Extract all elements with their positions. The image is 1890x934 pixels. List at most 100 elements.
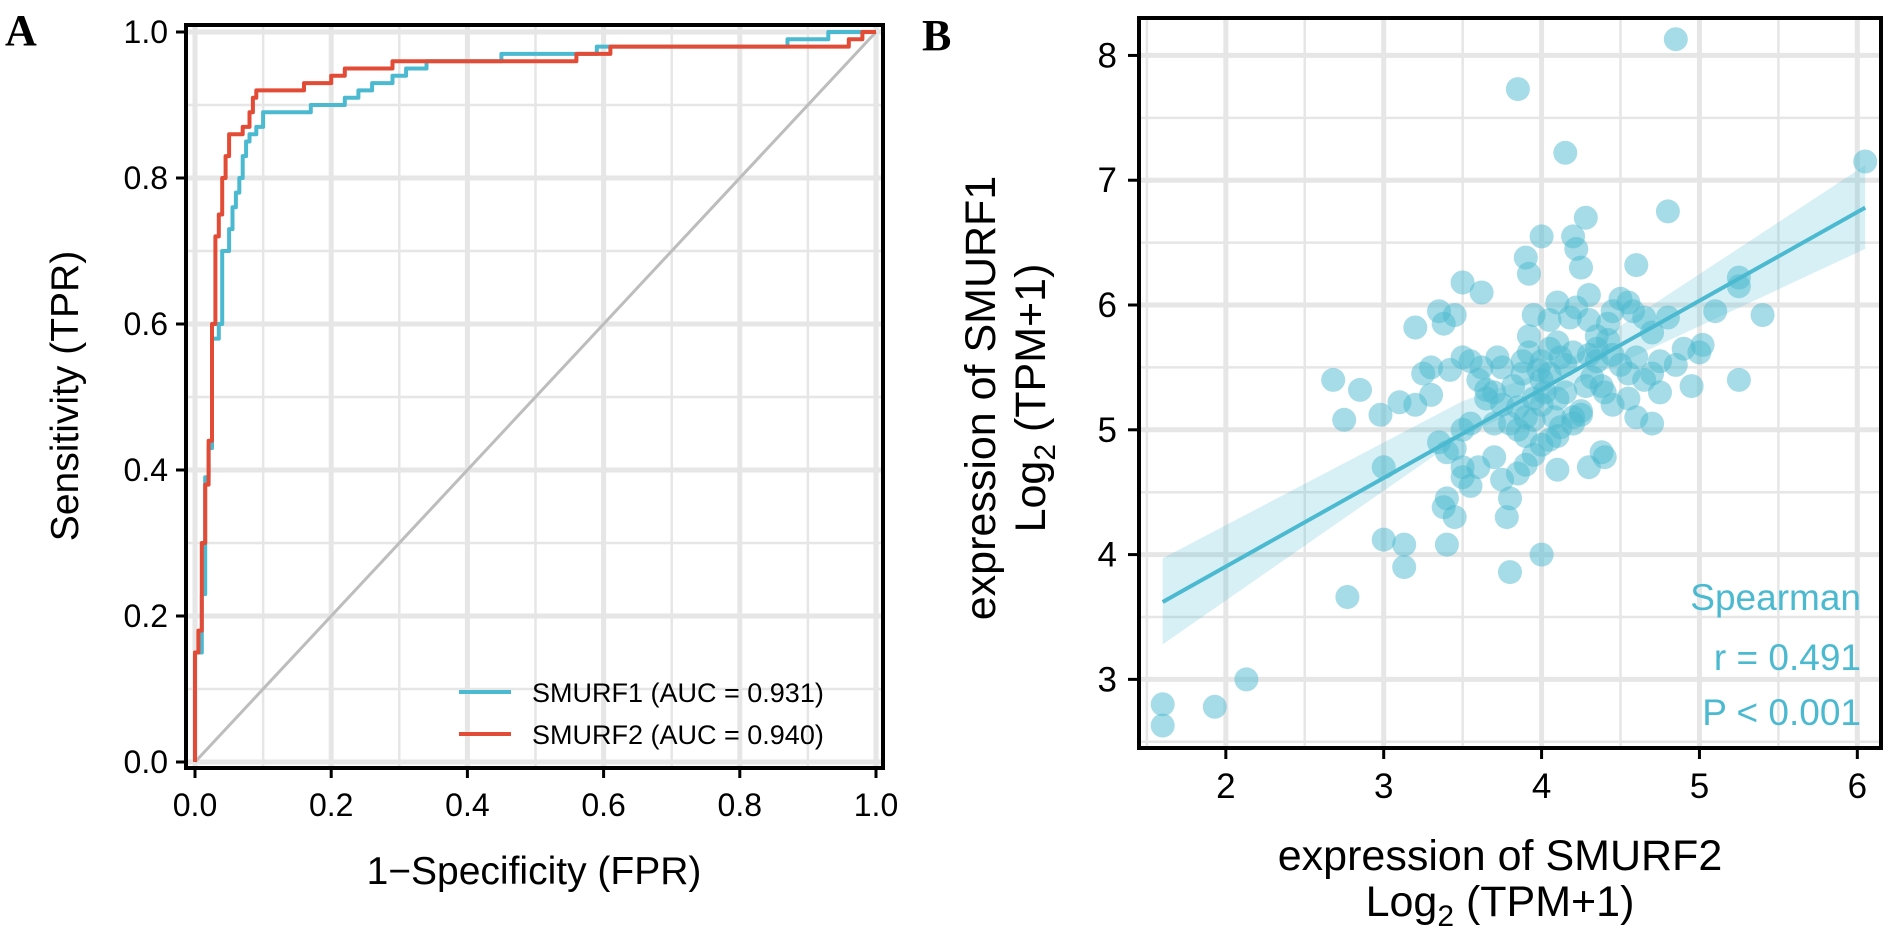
x-tick-label: 5 (1690, 767, 1709, 806)
x-tick-label: 0.0 (173, 787, 217, 823)
roc-y-axis: 0.0 0.2 0.4 0.6 0.8 1.0 (124, 14, 186, 780)
scatter-point (1573, 374, 1598, 399)
legend-entry: SMURF2 (AUC = 0.940) (532, 720, 824, 750)
stat-p-value: P < 0.001 (1702, 692, 1861, 733)
scatter-x-axis-title: expression of SMURF2 (1278, 832, 1723, 880)
y-tick-label: 0.4 (124, 452, 168, 488)
x-tick-label: 3 (1374, 767, 1393, 806)
roc-reference-diagonal (193, 30, 878, 764)
scatter-point (1510, 361, 1535, 386)
scatter-point (1368, 402, 1393, 427)
roc-curve-smurf2 (193, 30, 876, 762)
y-tick-label: 1.0 (124, 14, 168, 50)
scatter-point (1529, 542, 1554, 567)
roc-y-axis-title: Sensitivity (TPR) (44, 251, 87, 541)
scatter-point (1516, 340, 1541, 365)
scatter-x-axis-title-units: Log2 (TPM+1) (1366, 878, 1635, 933)
scatter-point (1434, 532, 1459, 557)
scatter-point (1750, 303, 1775, 327)
y-tick-label: 7 (1098, 161, 1117, 200)
scatter-point (1640, 320, 1665, 345)
x-tick-label: 1.0 (854, 787, 898, 823)
scatter-point (1640, 411, 1665, 436)
scatter-point (1624, 345, 1649, 370)
scatter-point (1371, 527, 1396, 552)
scatter-point (1392, 555, 1417, 580)
panel-letter-b: B (922, 11, 951, 60)
y-tick-label: 3 (1098, 660, 1117, 699)
scatter-chart: 2 3 4 5 6 3 4 5 6 7 8 Spearman r = 0.491 P < 0.00… (957, 16, 1883, 933)
y-tick-label: 8 (1098, 36, 1117, 75)
scatter-point (1564, 236, 1589, 261)
regression-line (1161, 205, 1867, 604)
scatter-point (1498, 486, 1522, 511)
roc-series (193, 30, 876, 762)
scatter-point (1234, 667, 1259, 692)
scatter-point (1521, 303, 1546, 327)
scatter-point (1505, 77, 1530, 102)
scatter-point (1521, 407, 1546, 432)
scatter-point (1595, 327, 1620, 352)
y-tick-label: 4 (1098, 536, 1117, 575)
roc-x-axis: 0.0 0.2 0.4 0.6 0.8 1.0 (173, 768, 898, 823)
scatter-point (1516, 261, 1541, 286)
scatter-point (1553, 140, 1578, 165)
x-tick-label: 0.6 (581, 787, 625, 823)
roc-x-axis-title: 1−Specificity (FPR) (367, 850, 702, 893)
scatter-point (1474, 386, 1499, 411)
scatter-point (1431, 311, 1456, 336)
scatter-point (1371, 455, 1396, 480)
scatter-point (1202, 694, 1227, 719)
scatter-point (1403, 315, 1428, 340)
scatter-point (1321, 367, 1346, 392)
scatter-point (1411, 361, 1436, 386)
y-tick-label: 0.8 (124, 160, 168, 196)
y-tick-label: 0.2 (124, 598, 168, 634)
roc-chart: 0.0 0.2 0.4 0.6 0.8 1.0 0.0 0.2 0.4 0.6 0.8 1.0 1−… (44, 14, 898, 893)
scatter-point (1663, 27, 1688, 52)
scatter-point (1573, 205, 1598, 230)
y-tick-label: 0.0 (124, 744, 168, 780)
scatter-point (1150, 713, 1175, 738)
scatter-y-axis-title: expression of SMURF1 (957, 176, 1005, 621)
scatter-point (1640, 361, 1665, 386)
scatter-point (1545, 457, 1570, 482)
scatter-points (1150, 27, 1878, 738)
scatter-point (1655, 199, 1680, 224)
scatter-point (1150, 692, 1175, 717)
scatter-point (1450, 270, 1475, 295)
stat-r-value: r = 0.491 (1714, 637, 1861, 678)
scatter-point (1569, 402, 1593, 427)
y-tick-label: 0.6 (124, 306, 168, 342)
scatter-point (1335, 585, 1360, 609)
scatter-point (1576, 283, 1601, 307)
scatter-point (1494, 505, 1519, 530)
scatter-point (1690, 332, 1715, 357)
scatter-point (1703, 299, 1728, 324)
x-tick-label: 0.8 (718, 787, 762, 823)
scatter-point (1853, 149, 1878, 174)
y-tick-label: 5 (1098, 411, 1117, 450)
scatter-point (1624, 253, 1649, 278)
scatter-point (1592, 445, 1617, 470)
scatter-point (1561, 340, 1586, 365)
roc-legend: SMURF1 (AUC = 0.931) SMURF2 (AUC = 0.940) (459, 678, 824, 750)
scatter-point (1458, 473, 1483, 498)
scatter-point (1485, 345, 1510, 370)
scatter-point (1600, 299, 1625, 324)
scatter-point (1431, 495, 1456, 520)
scatter-point (1332, 407, 1357, 432)
scatter-point (1466, 367, 1491, 392)
scatter-point (1663, 352, 1688, 377)
legend-entry: SMURF1 (AUC = 0.931) (532, 678, 824, 708)
scatter-point (1469, 280, 1494, 305)
scatter-y-axis-title-units: Log2 (TPM+1) (1007, 264, 1062, 533)
scatter-point (1529, 224, 1554, 249)
x-tick-label: 0.2 (309, 787, 353, 823)
scatter-point (1438, 357, 1462, 382)
y-tick-label: 6 (1098, 286, 1117, 325)
scatter-x-axis: 2 3 4 5 6 (1216, 748, 1867, 806)
scatter-plot-frame (1137, 16, 1883, 750)
